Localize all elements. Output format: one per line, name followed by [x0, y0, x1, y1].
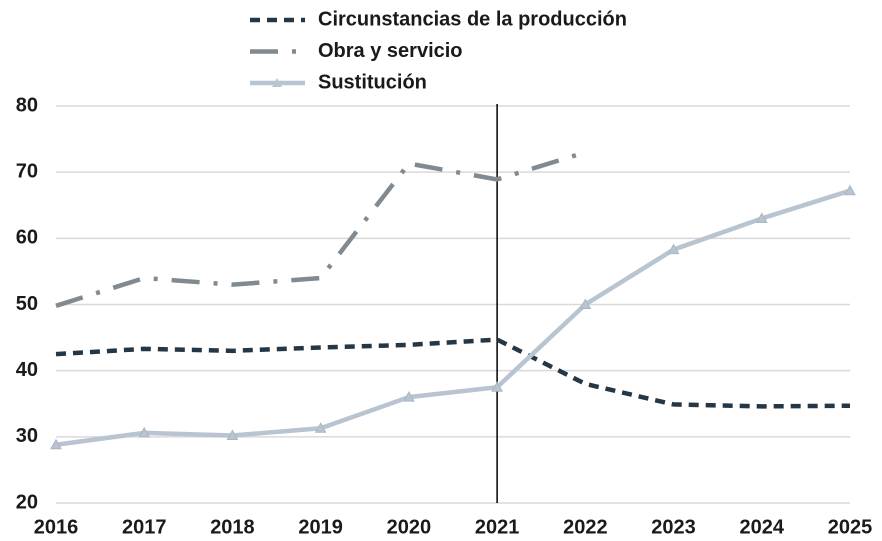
- x-tick-label: 2022: [563, 516, 608, 538]
- legend-marker: [272, 78, 282, 87]
- legend-label: Sustitución: [318, 71, 427, 93]
- point-marker: [403, 391, 415, 402]
- y-tick-label: 30: [16, 425, 38, 447]
- x-tick-label: 2025: [828, 516, 873, 538]
- point-marker: [491, 381, 503, 392]
- x-tick-label: 2024: [740, 516, 785, 538]
- series-line: [55, 337, 851, 409]
- y-tick-label: 40: [16, 359, 38, 381]
- x-tick-label: 2019: [298, 516, 343, 538]
- point-marker: [138, 426, 151, 438]
- series-line: [55, 188, 851, 448]
- legend-label: Obra y servicio: [318, 40, 463, 62]
- legend-label: Circunstancias de la producción: [318, 8, 627, 30]
- y-tick-label: 60: [16, 227, 38, 249]
- point-marker: [844, 184, 856, 196]
- x-tick-label: 2018: [210, 516, 255, 538]
- point-marker: [226, 429, 239, 441]
- point-marker: [314, 422, 327, 433]
- y-tick-label: 70: [16, 160, 38, 182]
- x-tick-label: 2017: [122, 516, 167, 538]
- point-marker: [667, 243, 680, 255]
- y-tick-label: 80: [16, 94, 38, 116]
- x-tick-label: 2023: [651, 516, 696, 538]
- point-marker: [579, 298, 592, 309]
- y-tick-label: 50: [16, 293, 38, 315]
- x-tick-label: 2016: [34, 516, 79, 538]
- x-tick-label: 2021: [475, 516, 520, 538]
- series-line: [55, 150, 586, 308]
- point-marker: [755, 212, 768, 223]
- point-marker: [50, 438, 62, 450]
- x-tick-label: 2020: [387, 516, 432, 538]
- y-tick-label: 20: [16, 491, 38, 513]
